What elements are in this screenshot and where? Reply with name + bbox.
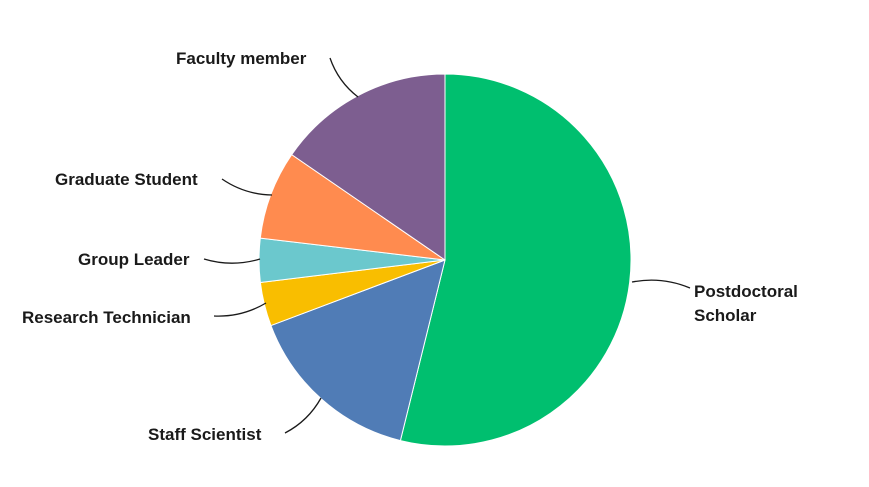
pie-slices [258, 73, 632, 447]
leader-line-group-leader [203, 258, 261, 264]
leader-line-graduate-student [221, 178, 273, 196]
leader-line-faculty-member [329, 57, 359, 98]
slice-label-research-technician: Research Technician [22, 308, 191, 327]
leader-line-research-technician [213, 302, 267, 317]
slice-label-group-leader: Group Leader [78, 250, 190, 269]
slice-label-graduate-student: Graduate Student [55, 170, 198, 189]
leader-line-postdoctoral-scholar [631, 279, 691, 289]
leader-lines [203, 57, 691, 434]
pie-slice-postdoctoral-scholar [399, 73, 632, 447]
pie-slice-staff-scientist [270, 259, 446, 442]
slice-labels: Postdoctoral Scholar Staff Scientist Resear… [22, 49, 798, 444]
leader-line-staff-scientist [284, 397, 322, 434]
pie-slice-faculty-member [291, 73, 446, 261]
slice-label-staff-scientist: Staff Scientist [148, 425, 262, 444]
slice-label-faculty-member: Faculty member [176, 49, 307, 68]
slice-label-postdoctoral-scholar: Postdoctoral Scholar [694, 282, 798, 325]
